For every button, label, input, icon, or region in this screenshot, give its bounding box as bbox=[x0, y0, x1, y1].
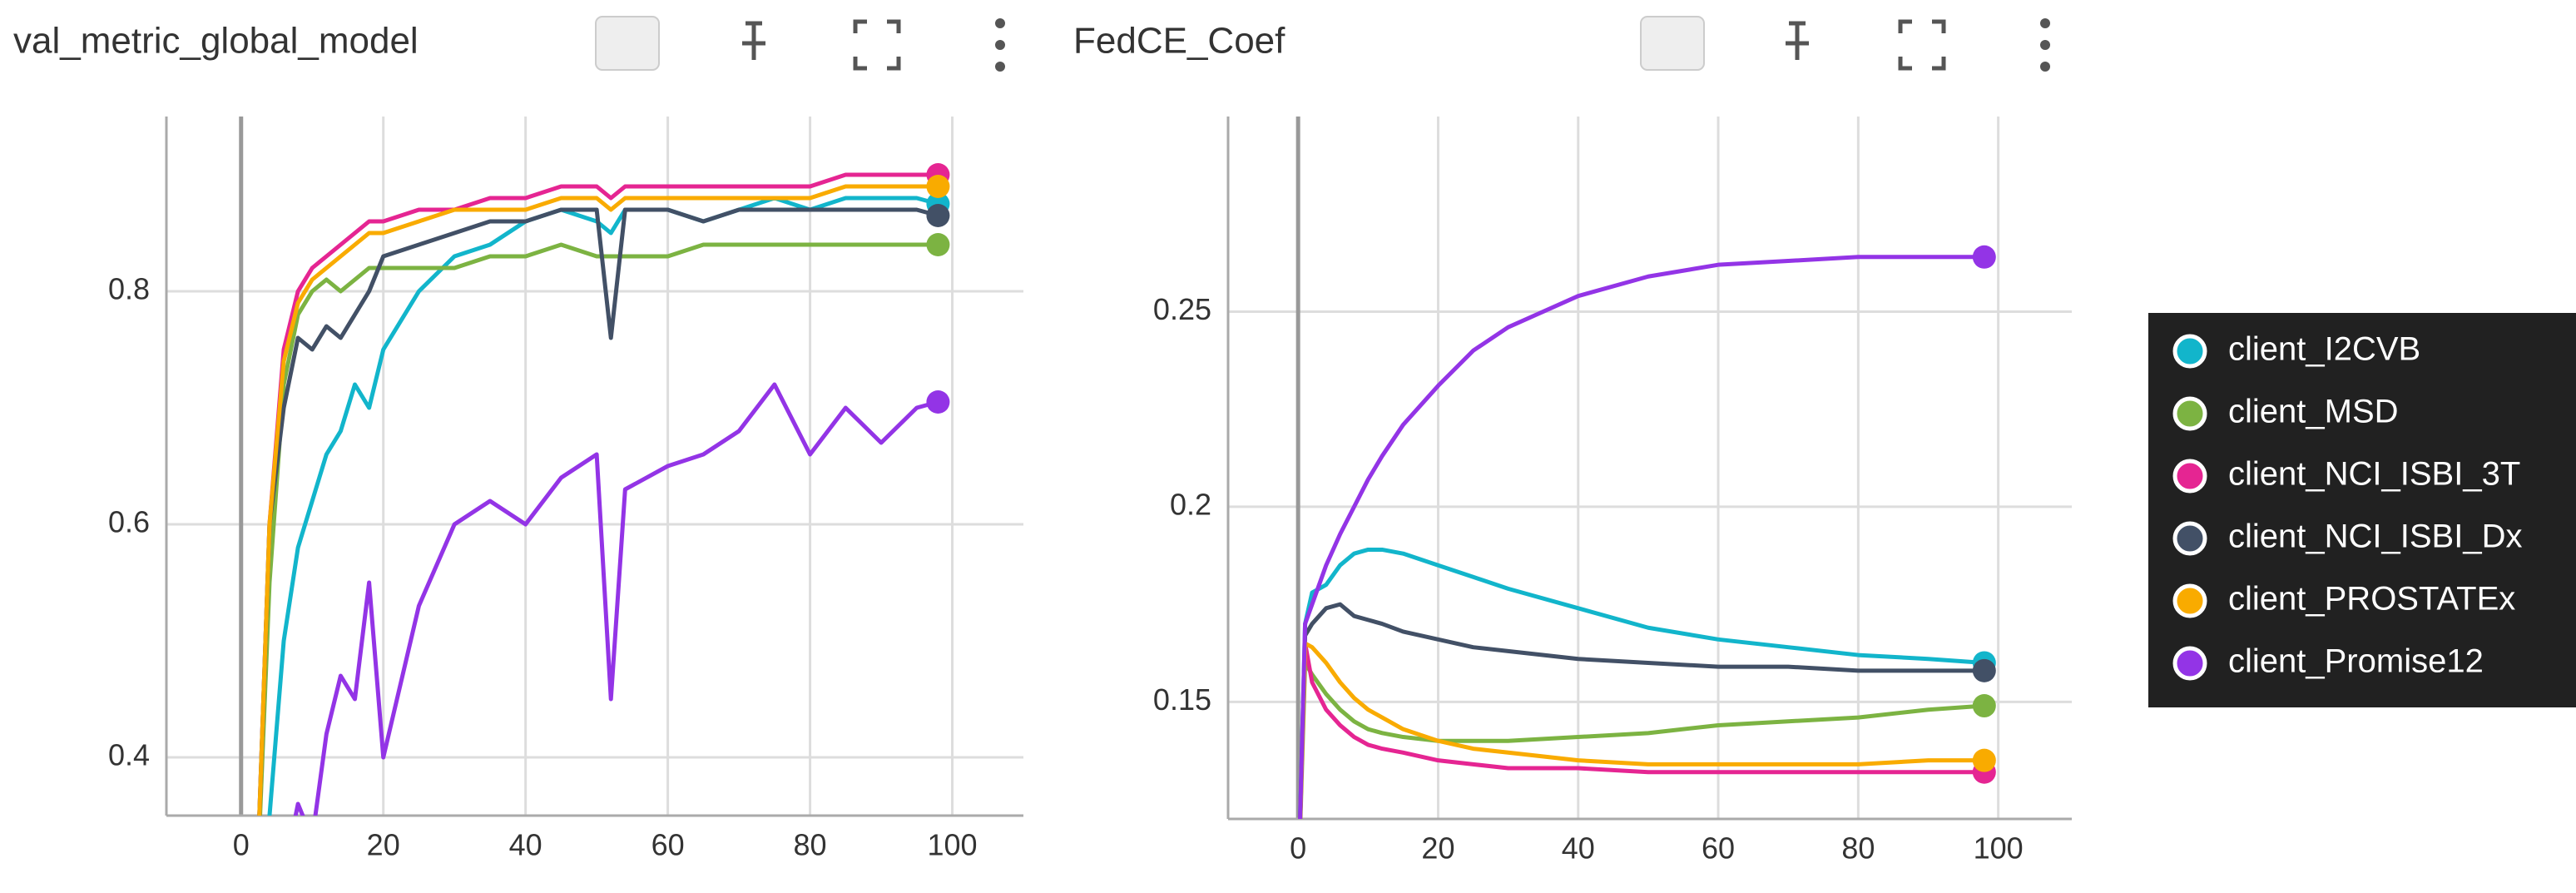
legend-label: client_NCI_ISBI_3T bbox=[2228, 456, 2520, 493]
y-tick-label: 0.6 bbox=[108, 505, 150, 539]
x-tick-label: 60 bbox=[651, 828, 685, 862]
series-end-dot bbox=[1972, 245, 1996, 269]
x-tick-label: 80 bbox=[1841, 831, 1875, 866]
y-tick-label: 0.15 bbox=[1153, 682, 1211, 717]
series-end-dot bbox=[926, 175, 950, 198]
pin-button[interactable] bbox=[742, 21, 765, 60]
series-line bbox=[1298, 602, 1984, 819]
y-tick-label: 0.25 bbox=[1153, 292, 1211, 326]
chart-title: FedCE_Coef bbox=[1073, 21, 1286, 62]
series-end-dot bbox=[1972, 694, 1996, 718]
x-tick-label: 20 bbox=[367, 828, 400, 862]
chart-title: val_metric_global_model bbox=[13, 21, 419, 62]
more-button[interactable] bbox=[2040, 18, 2050, 72]
card-toolbar bbox=[1640, 16, 2050, 72]
legend-label: client_Promise12 bbox=[2228, 643, 2484, 680]
content: val_metric_global_model 0.4 0.6 0.8 0 20 40 60 8… bbox=[13, 16, 2576, 866]
x-tick-label: 0 bbox=[233, 828, 250, 862]
legend-swatch bbox=[2172, 459, 2207, 494]
legend-label: client_MSD bbox=[2228, 394, 2399, 430]
legend-background bbox=[2148, 313, 2576, 707]
series-line bbox=[1298, 255, 1984, 819]
legend-swatch bbox=[2172, 583, 2207, 618]
legend-swatch bbox=[2172, 646, 2207, 681]
legend-swatch bbox=[2172, 396, 2207, 431]
y-tick-label: 0.4 bbox=[108, 738, 150, 772]
legend-label: client_NCI_ISBI_Dx bbox=[2228, 518, 2522, 555]
series-line bbox=[257, 172, 939, 816]
fit-domain-button[interactable] bbox=[1640, 16, 1705, 71]
pin-button[interactable] bbox=[1786, 21, 1809, 60]
y-tick-label: 0.8 bbox=[108, 272, 150, 306]
series-line bbox=[1298, 547, 1984, 819]
y-tick-label: 0.2 bbox=[1170, 487, 1211, 521]
x-tick-label: 100 bbox=[927, 828, 977, 862]
fullscreen-button[interactable] bbox=[1898, 19, 1946, 71]
series-line bbox=[257, 184, 939, 816]
legend-label: client_I2CVB bbox=[2228, 331, 2420, 368]
line-chart: FedCE_Coef 0.15 0.2 0.25 0 20 40 60 80 100 bbox=[1073, 21, 2072, 866]
x-tick-label: 80 bbox=[794, 828, 827, 862]
series-line bbox=[257, 207, 939, 816]
plot-area bbox=[1298, 255, 1984, 819]
series-line bbox=[1298, 660, 1984, 819]
card-toolbar bbox=[595, 16, 1005, 72]
legend-swatch bbox=[2172, 334, 2207, 369]
series-end-dot bbox=[1972, 658, 1996, 682]
x-tick-label: 0 bbox=[1290, 831, 1306, 866]
x-tick-label: 40 bbox=[1562, 831, 1595, 866]
x-tick-label: 40 bbox=[509, 828, 542, 862]
series-line bbox=[293, 382, 939, 816]
series-end-dot bbox=[926, 204, 950, 227]
legend: client_I2CVB client_MSD client_NCI_ISBI_3T… bbox=[2148, 313, 2576, 707]
series-end-dot bbox=[1972, 748, 1996, 772]
more-button[interactable] bbox=[995, 18, 1005, 72]
legend-label: client_PROSTATEx bbox=[2228, 581, 2515, 618]
x-tick-label: 100 bbox=[1974, 831, 2024, 866]
series-line bbox=[1298, 641, 1984, 819]
line-chart: val_metric_global_model 0.4 0.6 0.8 0 20 40 60 8… bbox=[13, 21, 1023, 862]
series-end-dot bbox=[926, 233, 950, 256]
plot-area bbox=[257, 172, 939, 816]
x-tick-label: 60 bbox=[1702, 831, 1735, 866]
legend-swatch bbox=[2172, 521, 2207, 556]
series-line bbox=[258, 242, 939, 816]
fit-domain-button[interactable] bbox=[595, 16, 660, 71]
series-line bbox=[267, 196, 939, 816]
fullscreen-button[interactable] bbox=[853, 19, 901, 71]
x-tick-label: 20 bbox=[1421, 831, 1454, 866]
series-line bbox=[1298, 641, 1984, 819]
series-end-dot bbox=[926, 390, 950, 414]
